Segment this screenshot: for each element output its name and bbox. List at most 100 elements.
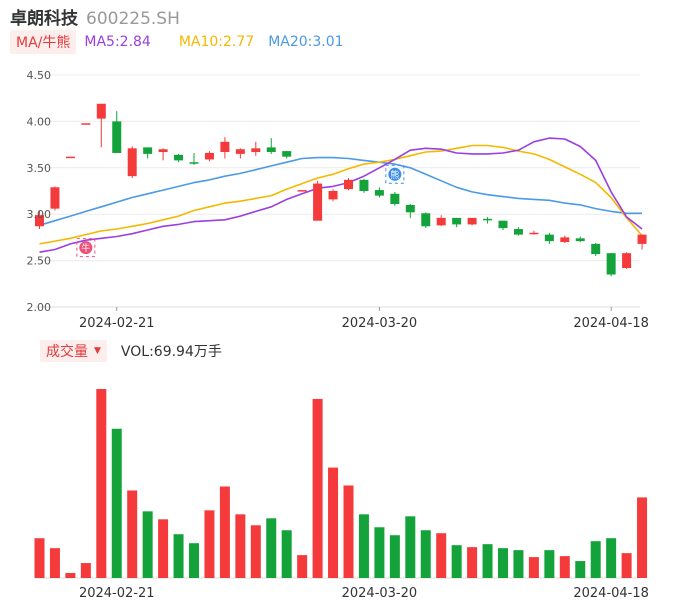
candle-body	[467, 217, 477, 225]
candle-body	[50, 187, 60, 209]
candle-body	[174, 154, 184, 161]
y-tick-3.50: 3.50	[27, 162, 52, 175]
ma20-line	[39, 156, 642, 227]
stock-header: 卓朗科技 600225.SH	[10, 4, 180, 29]
candle-body	[560, 237, 570, 243]
candle-body	[204, 152, 214, 160]
candle-body	[359, 179, 369, 191]
candle	[143, 147, 153, 159]
volume-bar	[544, 550, 555, 578]
ma10-line	[39, 144, 643, 245]
candle-body	[251, 148, 261, 153]
candle-body	[436, 217, 446, 226]
x-label-volume: 2024-04-18	[573, 586, 649, 601]
candle	[127, 146, 137, 179]
ma5-value: MA5:2.84	[84, 34, 151, 50]
candle	[390, 191, 400, 206]
stock-code: 600225.SH	[86, 9, 180, 29]
ma-toggle-button[interactable]: MA/牛熊	[10, 30, 77, 54]
candle	[405, 203, 415, 218]
candle	[529, 230, 539, 235]
candle-body	[266, 147, 276, 153]
volume-bar	[65, 573, 76, 578]
volume-bar	[621, 553, 632, 578]
volume-bar	[127, 490, 138, 578]
candle-body	[591, 243, 601, 255]
volume-bar	[498, 548, 508, 578]
bull-badge-frame	[76, 238, 96, 258]
candle-body	[374, 190, 384, 196]
y-tick-4.50: 4.50	[27, 69, 52, 82]
bull-badge-dot	[79, 241, 93, 255]
volume-bar	[173, 534, 184, 578]
candle-body	[421, 213, 431, 227]
candle	[65, 156, 75, 159]
volume-indicator-button[interactable]: 成交量 ▼	[40, 340, 107, 362]
volume-bar	[528, 557, 539, 578]
candle	[436, 215, 446, 227]
volume-bar	[467, 547, 478, 578]
volume-legend: 成交量 ▼ VOL:69.94万手	[40, 340, 222, 362]
candle	[452, 217, 462, 228]
x-label-volume: 2024-02-21	[79, 586, 155, 601]
volume-bar	[482, 544, 493, 578]
volume-bar	[513, 550, 524, 578]
volume-toggle-label: 成交量	[46, 344, 88, 360]
candle	[513, 227, 523, 236]
volume-bars	[34, 388, 648, 578]
volume-bar	[575, 561, 586, 578]
candle-body	[637, 234, 647, 244]
bear-badge: 熊	[385, 164, 405, 184]
volume-bar	[34, 538, 45, 578]
candle	[344, 178, 353, 191]
candle-body	[575, 238, 585, 242]
candle	[575, 236, 585, 243]
volume-bar	[405, 516, 416, 578]
candle	[374, 187, 384, 198]
volume-bar	[590, 541, 601, 578]
candle-body	[189, 162, 199, 164]
axis-labels: 4.50 4.00 3.50 3.00 2.50 2.00 2024-02-21 2024-0…	[27, 69, 649, 601]
volume-value: VOL:69.94万手	[120, 344, 222, 360]
candle-body	[606, 253, 616, 275]
candle	[637, 234, 647, 250]
candle-body	[405, 204, 415, 213]
bear-badge-text: 熊	[390, 169, 399, 181]
caret-down-icon: ▼	[94, 346, 101, 356]
candle-body	[544, 234, 554, 242]
candle	[560, 235, 570, 243]
volume-bar	[142, 511, 153, 578]
candle-body	[498, 220, 508, 229]
y-tick-2.00: 2.00	[27, 301, 52, 314]
candle-body	[96, 103, 106, 119]
volume-bar	[312, 398, 323, 578]
candle-body	[313, 183, 323, 221]
volume-bar	[436, 533, 447, 578]
candle-body	[112, 121, 122, 153]
ma10-value: MA10:2.77	[178, 34, 255, 50]
candle	[282, 151, 292, 159]
volume-bar	[389, 535, 400, 578]
candle	[112, 111, 122, 153]
volume-bar	[49, 548, 60, 578]
volume-bar	[250, 525, 261, 578]
candle	[96, 103, 106, 148]
candle-body	[220, 141, 230, 153]
signal-badges: 牛熊	[76, 164, 405, 258]
candle	[220, 137, 230, 159]
volume-bar	[219, 486, 230, 578]
candle	[313, 180, 323, 221]
volume-bar	[235, 514, 246, 578]
candlestick-series	[35, 103, 647, 277]
volume-bar	[559, 556, 570, 578]
ma-legend: MA/牛熊 MA5:2.84 MA10:2.77 MA20:3.01	[10, 30, 344, 54]
volume-bar	[374, 527, 385, 578]
candle	[189, 152, 199, 166]
candle-body	[297, 190, 307, 192]
candle-body	[35, 215, 44, 227]
candle	[622, 252, 632, 269]
candle	[483, 216, 493, 224]
volume-bar	[358, 514, 369, 578]
volume-bar	[281, 530, 292, 578]
